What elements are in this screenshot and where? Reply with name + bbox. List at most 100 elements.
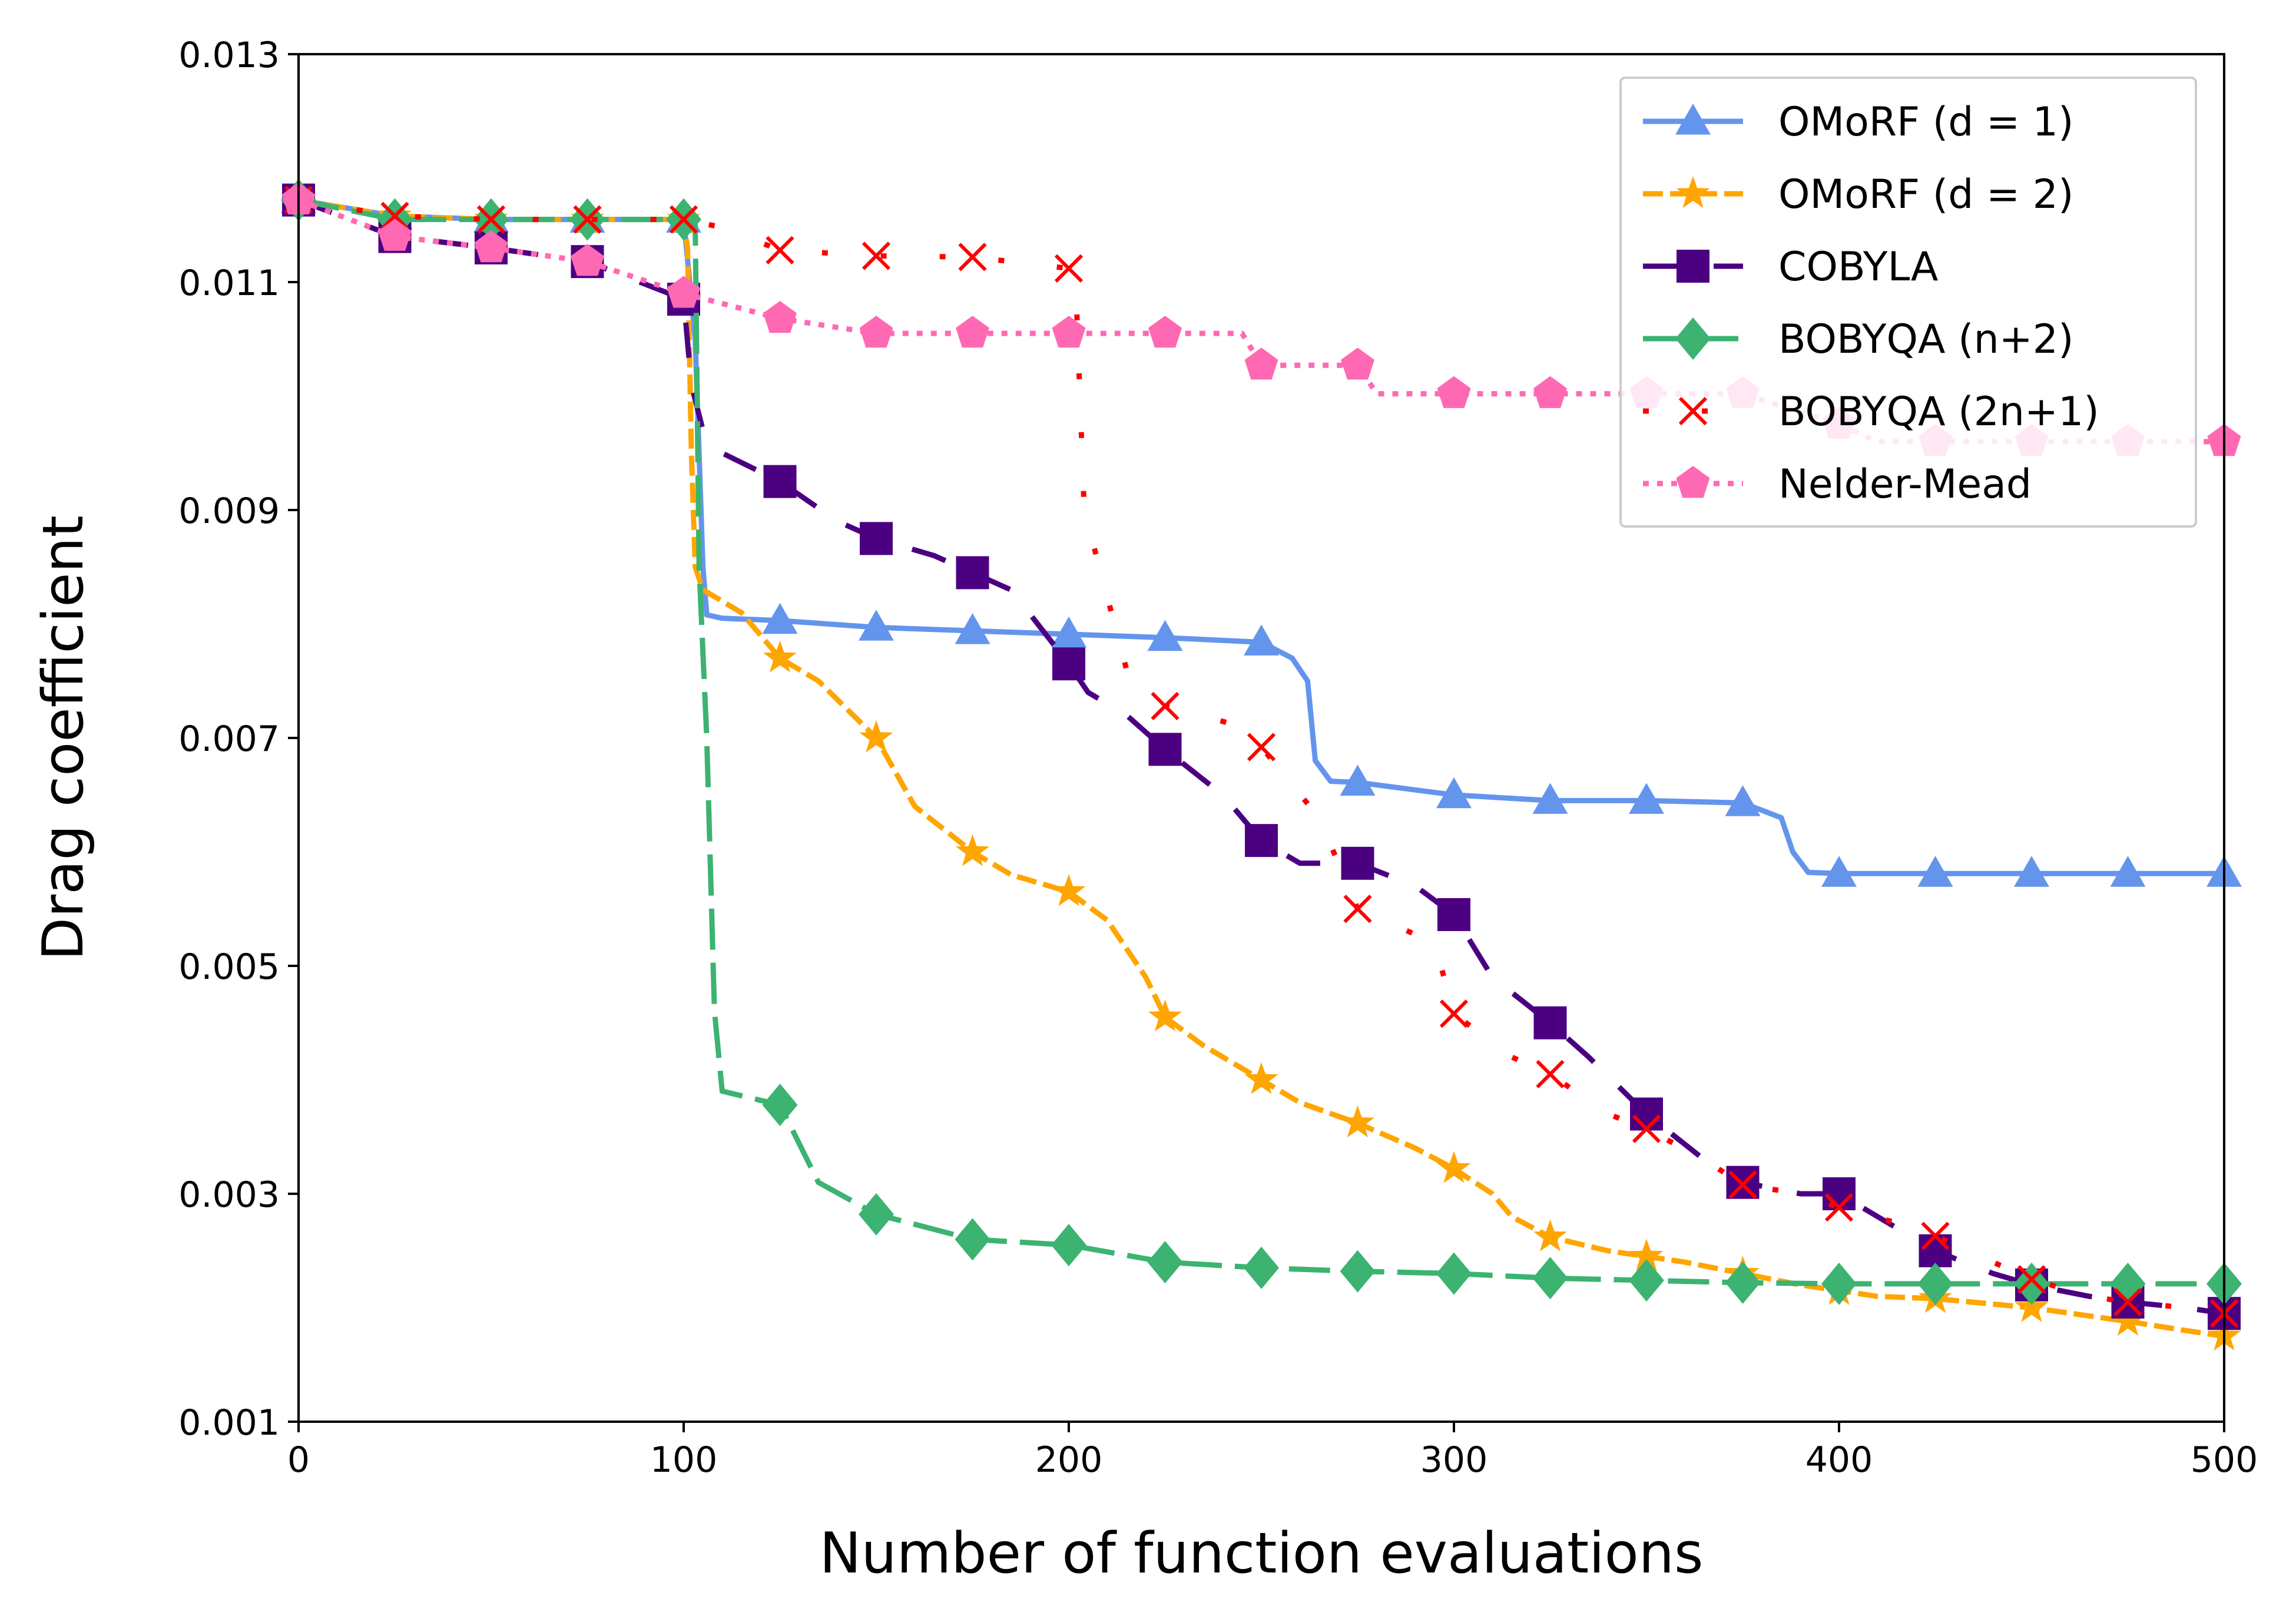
data-point [1917, 856, 1953, 887]
legend-item: OMoRF (d = 1) [1643, 99, 2073, 145]
x-tick-label: 100 [650, 1439, 718, 1481]
data-point [2113, 1287, 2142, 1316]
data-point [1341, 1105, 1374, 1138]
data-point [1148, 316, 1182, 348]
data-point [1151, 691, 1180, 720]
legend-item: BOBYQA (2n+1) [1643, 389, 2099, 435]
data-point [1245, 824, 1278, 857]
data-point [1436, 777, 1472, 809]
data-point [1343, 895, 1372, 923]
data-point [1917, 1262, 1953, 1305]
data-point [2110, 856, 2146, 887]
data-point [1437, 376, 1471, 408]
data-point [955, 613, 990, 644]
legend-marker [1678, 396, 1708, 426]
legend-label: OMoRF (d = 2) [1778, 171, 2073, 218]
data-point [1148, 999, 1182, 1032]
data-point [2111, 1303, 2145, 1336]
data-point [1247, 733, 1276, 762]
data-point [1532, 1257, 1568, 1300]
y-tick-label: 0.005 [178, 946, 280, 988]
data-point [1533, 1219, 1567, 1252]
data-point [1629, 783, 1664, 814]
data-point [862, 241, 891, 270]
data-point [859, 610, 894, 641]
legend-marker [1675, 104, 1711, 135]
y-tick-label: 0.011 [178, 263, 280, 304]
data-point [1051, 1224, 1086, 1267]
x-axis-label: Number of function evaluations [819, 1521, 1703, 1586]
y-tick-label: 0.001 [178, 1402, 280, 1443]
legend-item: Nelder-Mead [1643, 461, 2032, 508]
data-point [380, 201, 409, 230]
data-point [1533, 376, 1567, 408]
ticks-layer: 0 100 200 300 400 500 0.001 0.003 0.005 0.007 0.00… [178, 35, 2258, 1481]
data-point [859, 720, 893, 753]
data-point [956, 316, 989, 348]
data-point [1340, 764, 1376, 796]
data-point [859, 1193, 894, 1236]
y-tick-label: 0.003 [178, 1174, 280, 1216]
data-point [1052, 316, 1086, 348]
legend-marker [1676, 466, 1710, 498]
legend-item: BOBYQA (n+2) [1643, 316, 2074, 363]
legend-label: Nelder-Mead [1778, 461, 2032, 508]
data-point [1725, 785, 1761, 816]
data-point [573, 205, 602, 234]
data-point [1728, 1170, 1757, 1199]
data-point [1632, 1114, 1661, 1143]
data-point [763, 640, 797, 673]
data-point [1533, 1006, 1567, 1039]
legend: OMoRF (d = 1) OMoRF (d = 2) COBYLA BOBYQA (… [1619, 77, 2197, 528]
series-4 [284, 186, 2239, 1328]
data-point [2015, 1290, 2049, 1322]
data-point [763, 300, 797, 333]
data-point [1147, 620, 1183, 651]
series-line [298, 197, 2225, 1316]
data-point [762, 1084, 798, 1127]
legend-label: BOBYQA (n+2) [1778, 316, 2074, 363]
data-point [958, 243, 987, 272]
data-point [766, 236, 794, 264]
y-axis-label: Drag coefficient [31, 515, 96, 961]
data-point [474, 230, 508, 263]
data-point [1437, 898, 1470, 931]
data-point [571, 244, 604, 276]
data-point [1244, 347, 1278, 380]
y-tick-label: 0.007 [178, 719, 280, 760]
data-point [1341, 846, 1374, 880]
data-point [1630, 1097, 1663, 1131]
data-point [1244, 624, 1279, 655]
data-point [956, 834, 989, 866]
data-point [1052, 647, 1085, 681]
data-point [1147, 1241, 1183, 1284]
x-tick-label: 400 [1805, 1439, 1873, 1481]
legend-marker [1676, 176, 1710, 208]
data-point [763, 465, 797, 498]
legend-label: OMoRF (d = 1) [1778, 99, 2073, 145]
data-point [1629, 1259, 1664, 1302]
data-point [1052, 874, 1086, 906]
data-point [1439, 999, 1469, 1028]
legend-box [1619, 77, 2197, 528]
data-point [2017, 1265, 2046, 1294]
data-point [1824, 1193, 1854, 1222]
data-point [1629, 1239, 1664, 1271]
legend-marker [1675, 317, 1711, 360]
data-point [859, 316, 893, 348]
data-point [476, 205, 506, 234]
data-point [2014, 1262, 2049, 1305]
data-point [956, 556, 989, 590]
data-point [1823, 1177, 1856, 1210]
data-point [1821, 1262, 1857, 1305]
legend-label: BOBYQA (2n+1) [1778, 389, 2099, 435]
legend-item: OMoRF (d = 2) [1643, 171, 2073, 218]
legend-marker [1677, 250, 1709, 283]
data-point [2014, 856, 2049, 887]
legend-item: COBYLA [1643, 244, 1938, 290]
data-point [1921, 1221, 1950, 1250]
data-point [1244, 1246, 1279, 1289]
data-point [1821, 856, 1857, 887]
data-point [1051, 616, 1086, 648]
